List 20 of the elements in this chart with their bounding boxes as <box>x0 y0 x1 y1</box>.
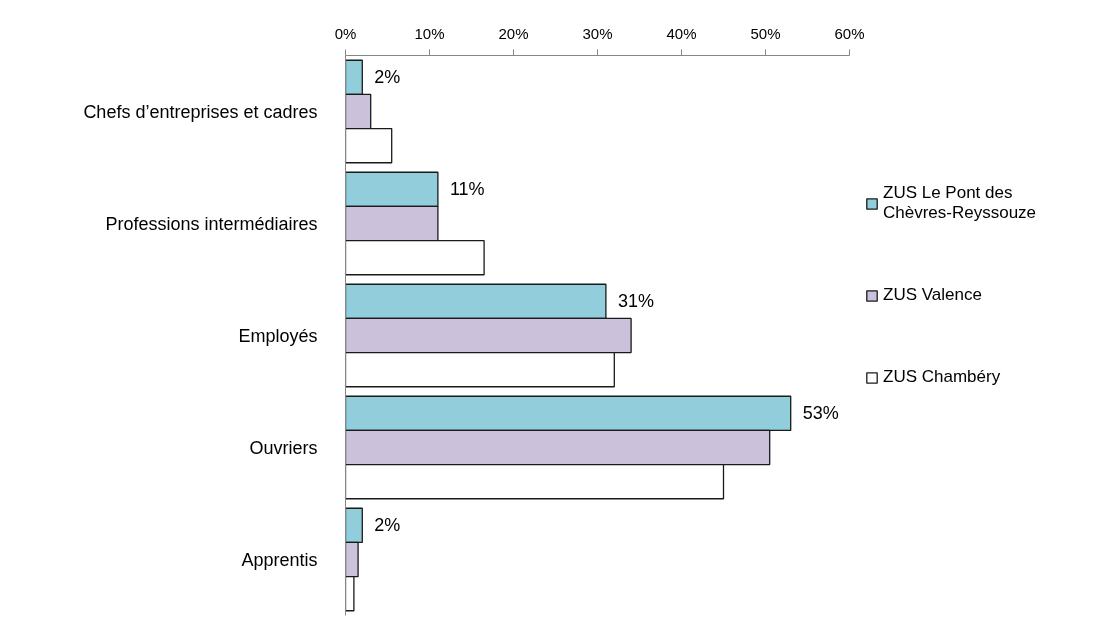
legend-label: ZUS Valence <box>883 285 982 305</box>
x-tick-label: 20% <box>498 24 529 42</box>
y-tick-label: Employés <box>238 325 318 346</box>
x-tick-label: 50% <box>750 24 781 42</box>
data-label: 11% <box>449 179 485 200</box>
data-label: 2% <box>374 67 401 88</box>
data-label: 2% <box>374 515 401 536</box>
data-label: 53% <box>802 403 839 424</box>
y-tick-label: Chefs d’entreprises et cadres <box>83 101 318 122</box>
y-tick-label: Ouvriers <box>249 437 318 458</box>
y-tick-label: Professions intermédiaires <box>105 213 318 234</box>
x-tick-label: 60% <box>834 24 865 42</box>
x-tick-label: 40% <box>666 24 697 42</box>
x-tick-label: 0% <box>334 24 357 42</box>
legend-label: ZUS Le Pont des Chèvres-Reyssouze <box>883 183 1037 223</box>
y-tick-label: Apprentis <box>241 549 318 570</box>
data-label: 31% <box>617 291 654 312</box>
x-tick-label: 30% <box>582 24 613 42</box>
x-tick-label: 10% <box>414 24 445 42</box>
legend-label: ZUS Chambéry <box>883 367 1001 387</box>
